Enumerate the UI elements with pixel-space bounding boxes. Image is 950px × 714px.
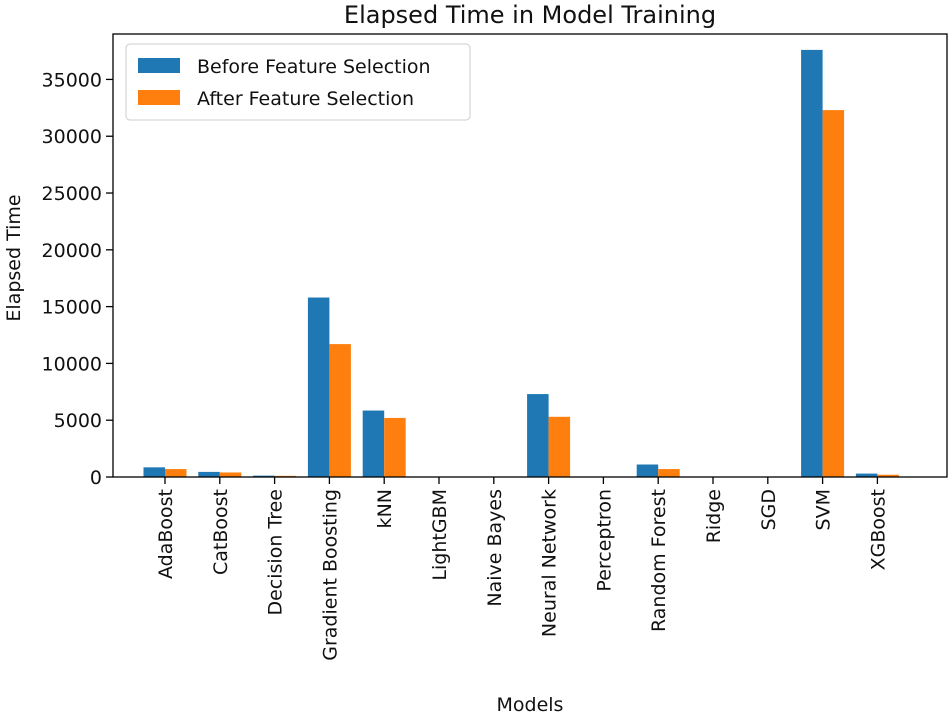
chart-title: Elapsed Time in Model Training: [344, 1, 716, 29]
bar-before: [527, 394, 549, 477]
y-tick-label: 20000: [42, 240, 102, 262]
y-tick-label: 10000: [42, 353, 102, 375]
bar-before: [855, 473, 878, 477]
x-tick-label: SGD: [758, 489, 780, 530]
bar-after: [219, 472, 242, 477]
plot-frame: [112, 33, 948, 478]
y-tick-label: 15000: [42, 297, 102, 319]
x-axis-label: Models: [497, 694, 564, 714]
legend-label: After Feature Selection: [197, 88, 414, 110]
legend-swatch: [138, 90, 180, 105]
bar-before: [636, 464, 659, 477]
bar-after: [658, 469, 680, 477]
x-tick-label: Gradient Boosting: [319, 489, 341, 661]
bar-before: [143, 467, 165, 477]
bar-after: [877, 474, 899, 477]
y-tick-label: 35000: [42, 69, 102, 91]
x-tick-label: Naive Bayes: [484, 489, 506, 607]
y-tick-label: 0: [90, 467, 102, 489]
x-tick-label: Neural Network: [539, 489, 561, 637]
axis-ticks: 0 5000 10000 15000 20000 25000 30000 35000 AdaBo…: [42, 69, 890, 660]
bar-after: [329, 344, 351, 477]
bar-after: [822, 110, 845, 477]
x-tick-label: SVM: [813, 489, 835, 530]
y-axis-label: Elapsed Time: [3, 194, 25, 321]
x-tick-label: CatBoost: [210, 489, 232, 575]
bar-before: [307, 297, 330, 477]
bar-before: [253, 475, 275, 477]
bar-after: [165, 469, 187, 477]
bar-after: [384, 417, 406, 477]
x-tick-label: Random Forest: [648, 489, 670, 632]
x-tick-label: Ridge: [703, 489, 725, 543]
x-tick-label: XGBoost: [867, 489, 889, 570]
legend: Before Feature Selection After Feature Se…: [125, 43, 471, 121]
bars: [143, 49, 899, 478]
bar-before: [801, 49, 823, 478]
y-tick-label: 25000: [42, 183, 102, 205]
x-tick-label: Decision Tree: [265, 489, 287, 616]
y-tick-label: 30000: [42, 126, 102, 148]
legend-swatch: [138, 58, 180, 73]
bar-after: [548, 416, 571, 477]
x-tick-label: LightGBM: [429, 489, 451, 581]
y-tick-label: 5000: [54, 410, 102, 432]
legend-box: [125, 43, 471, 121]
bar-before: [362, 410, 385, 477]
x-tick-label: Perceptron: [593, 489, 615, 592]
bar-before: [198, 471, 220, 477]
x-tick-label: AdaBoost: [155, 489, 177, 579]
legend-label: Before Feature Selection: [197, 56, 431, 78]
x-tick-label: kNN: [374, 489, 396, 528]
